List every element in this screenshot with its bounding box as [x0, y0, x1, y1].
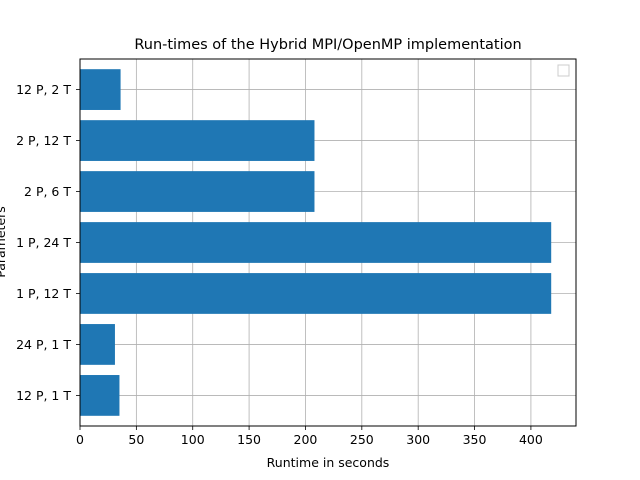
bar	[80, 69, 121, 110]
bars	[80, 69, 552, 416]
y-tick-label: 12 P, 1 T	[16, 388, 71, 403]
y-tick-label: 1 P, 12 T	[16, 286, 71, 301]
x-tick-label: 100	[181, 432, 205, 447]
x-tick-label: 300	[406, 432, 430, 447]
y-tick-label: 12 P, 2 T	[16, 82, 71, 97]
x-axis: 0 50 100 150 200 250 300 350 400	[76, 426, 543, 447]
x-tick-label: 50	[128, 432, 144, 447]
y-tick-label: 1 P, 24 T	[16, 235, 71, 250]
bar	[80, 324, 115, 365]
bar	[80, 120, 315, 161]
y-axis: 12 P, 1 T 24 P, 1 T 1 P, 12 T 1 P, 24 T 2 P,…	[16, 82, 80, 403]
bar	[80, 171, 315, 212]
y-tick-label: 2 P, 12 T	[16, 133, 71, 148]
bar	[80, 222, 552, 263]
x-tick-label: 150	[237, 432, 261, 447]
bar	[80, 375, 120, 416]
x-tick-label: 0	[76, 432, 84, 447]
x-axis-label: Runtime in seconds	[267, 455, 390, 470]
y-axis-label: Parameters	[0, 206, 8, 278]
bar	[80, 273, 552, 314]
y-tick-label: 2 P, 6 T	[24, 184, 71, 199]
x-tick-label: 200	[294, 432, 318, 447]
x-tick-label: 350	[463, 432, 487, 447]
x-tick-label: 400	[519, 432, 543, 447]
chart-title: Run-times of the Hybrid MPI/OpenMP imple…	[134, 37, 521, 53]
y-tick-label: 24 P, 1 T	[16, 337, 71, 352]
legend-box	[557, 64, 570, 77]
x-tick-label: 250	[350, 432, 374, 447]
